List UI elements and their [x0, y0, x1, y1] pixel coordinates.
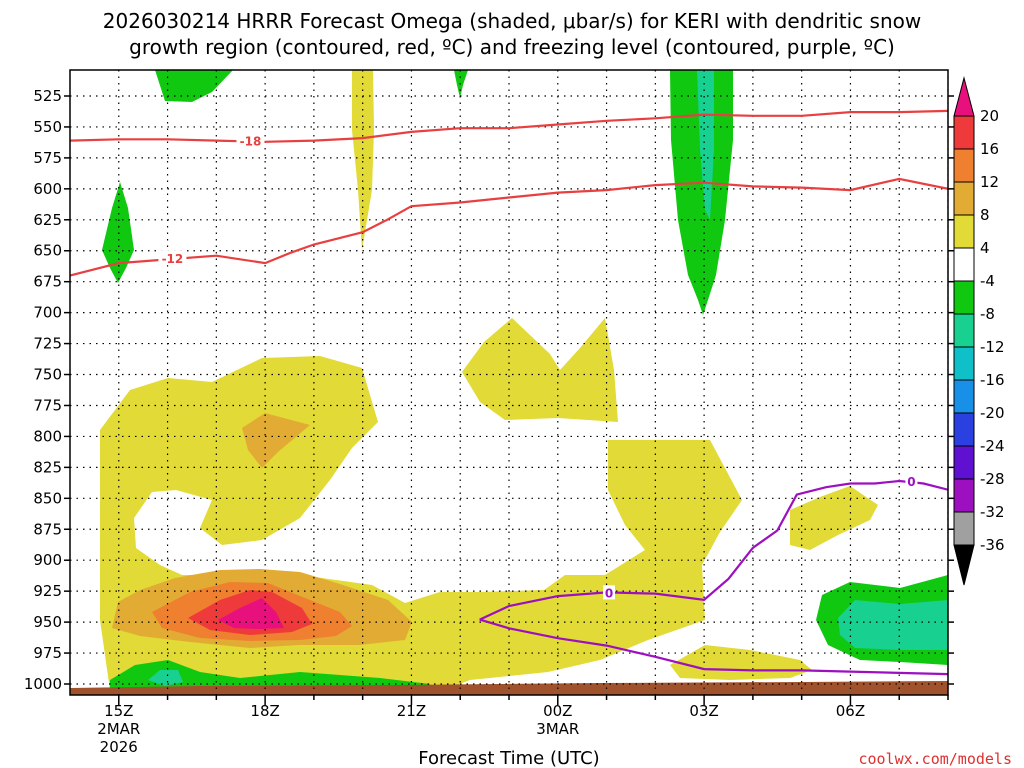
title-line-2: growth region (contoured, red, ºC) and f…: [129, 35, 895, 59]
colorbar-swatch: [953, 511, 975, 546]
colorbar-swatch: [953, 445, 975, 480]
contour-label-bg: [602, 585, 615, 600]
colorbar-label: 12: [980, 173, 999, 191]
credit-text: coolwx.com/models: [858, 750, 1012, 768]
dgz-contour-label: -12: [162, 252, 184, 266]
x-tick-label: 2026: [100, 738, 138, 756]
y-tick-label: 550: [33, 118, 62, 136]
omega-fill-yellow-bottom: [670, 645, 812, 680]
colorbar-swatch: [953, 115, 975, 150]
colorbar-swatch: [953, 148, 975, 183]
x-tick-label: 15Z: [104, 702, 133, 720]
omega-fill-gold-upper: [242, 413, 310, 468]
y-tick-label: 750: [33, 366, 62, 384]
colorbar-arrow-bottom: [953, 544, 975, 586]
freezing-level-label: 0: [907, 475, 915, 489]
freezing-level-line-lower: [479, 618, 948, 676]
dgz-contour-line: [70, 177, 948, 277]
y-tick-label: 650: [33, 242, 62, 260]
y-tick-label: 850: [33, 489, 62, 507]
y-tick-label: 725: [33, 335, 62, 353]
gridlines: [70, 70, 948, 695]
x-tick-label: 18Z: [250, 702, 279, 720]
colorbar-label: -12: [980, 338, 1005, 356]
omega-fill-green-bottom: [110, 660, 430, 690]
title-line-1: 2026030214 HRRR Forecast Omega (shaded, …: [103, 9, 921, 33]
omega-fill-yellow-top: [462, 318, 618, 422]
x-tick-label: 3MAR: [536, 720, 579, 738]
colorbar-swatch: [953, 214, 975, 249]
colorbar-label: -4: [980, 272, 995, 290]
dgz-contour-label: -18: [240, 135, 262, 149]
colorbar-label: -8: [980, 305, 995, 323]
contours: -18 -12 0 0: [70, 109, 948, 676]
y-tick-label: 1000: [24, 675, 62, 693]
y-tick-label: 525: [33, 87, 62, 105]
omega-fill-yellow-strip: [352, 70, 374, 250]
freezing-level-line: [479, 479, 948, 621]
x-tick-label: 03Z: [689, 702, 718, 720]
x-tick-label: 2MAR: [97, 720, 140, 738]
omega-fill-magenta: [218, 598, 284, 629]
colorbar-label: 8: [980, 206, 990, 224]
colorbar-label: -36: [980, 536, 1005, 554]
y-tick-label: 625: [33, 211, 62, 229]
omega-fill-green-03z: [670, 70, 733, 315]
contour-label-bg: [158, 250, 187, 266]
contour-label-bg: [236, 132, 265, 148]
y-tick-label: 925: [33, 582, 62, 600]
colorbar-label: -20: [980, 404, 1005, 422]
colorbar-label: -32: [980, 503, 1005, 521]
colorbar-swatch: [953, 181, 975, 216]
omega-fill-yellow-right: [790, 486, 878, 550]
y-tick-label: 825: [33, 458, 62, 476]
y-tick-label: 975: [33, 644, 62, 662]
colorbar-label: 16: [980, 140, 999, 158]
y-tick-label: 900: [33, 551, 62, 569]
colorbar-label: 4: [980, 239, 990, 257]
colorbar-swatch: [953, 247, 975, 282]
contour-label-bg: [905, 473, 918, 488]
omega-fill-yellow-main: [100, 356, 742, 695]
omega-fill-teal-right: [838, 600, 948, 650]
x-tick-label: 00Z: [543, 702, 572, 720]
colorbar-swatch: [953, 379, 975, 414]
y-tick-label: 950: [33, 613, 62, 631]
x-axis-label: Forecast Time (UTC): [418, 748, 599, 768]
y-tick-label: 575: [33, 149, 62, 167]
y-tick-label: 875: [33, 520, 62, 538]
omega-fill-green-small: [454, 70, 468, 98]
colorbar-swatch: [953, 313, 975, 348]
omega-fill-green-left: [102, 182, 134, 283]
y-axis: 525 550 575 600 625 650 675 700 725 750 775 800 825 8…: [24, 87, 954, 693]
colorbar: 20 16 12 8 4 -4 -8 -12 -16 -20 -24 -28 -32 -36: [953, 76, 1005, 586]
dgz-contour-line: [70, 109, 948, 143]
plot-area: -18 -12 0 0: [70, 70, 948, 695]
colorbar-label: -24: [980, 437, 1005, 455]
y-tick-label: 775: [33, 396, 62, 414]
colorbar-swatch: [953, 412, 975, 447]
freezing-level-label: 0: [605, 586, 613, 600]
colorbar-label: -28: [980, 470, 1005, 488]
x-tick-label: 06Z: [836, 702, 865, 720]
colorbar-arrow-top: [953, 76, 975, 117]
colorbar-swatch: [953, 280, 975, 315]
omega-fill-teal-bottom: [148, 670, 183, 686]
colorbar-swatch: [953, 478, 975, 513]
colorbar-label: -16: [980, 371, 1005, 389]
y-tick-label: 800: [33, 427, 62, 445]
colorbar-swatch: [953, 346, 975, 381]
y-tick-label: 600: [33, 180, 62, 198]
y-tick-label: 675: [33, 273, 62, 291]
y-tick-label: 700: [33, 304, 62, 322]
omega-fill-green-top: [155, 70, 233, 102]
x-tick-label: 21Z: [397, 702, 426, 720]
colorbar-label: 20: [980, 107, 999, 125]
